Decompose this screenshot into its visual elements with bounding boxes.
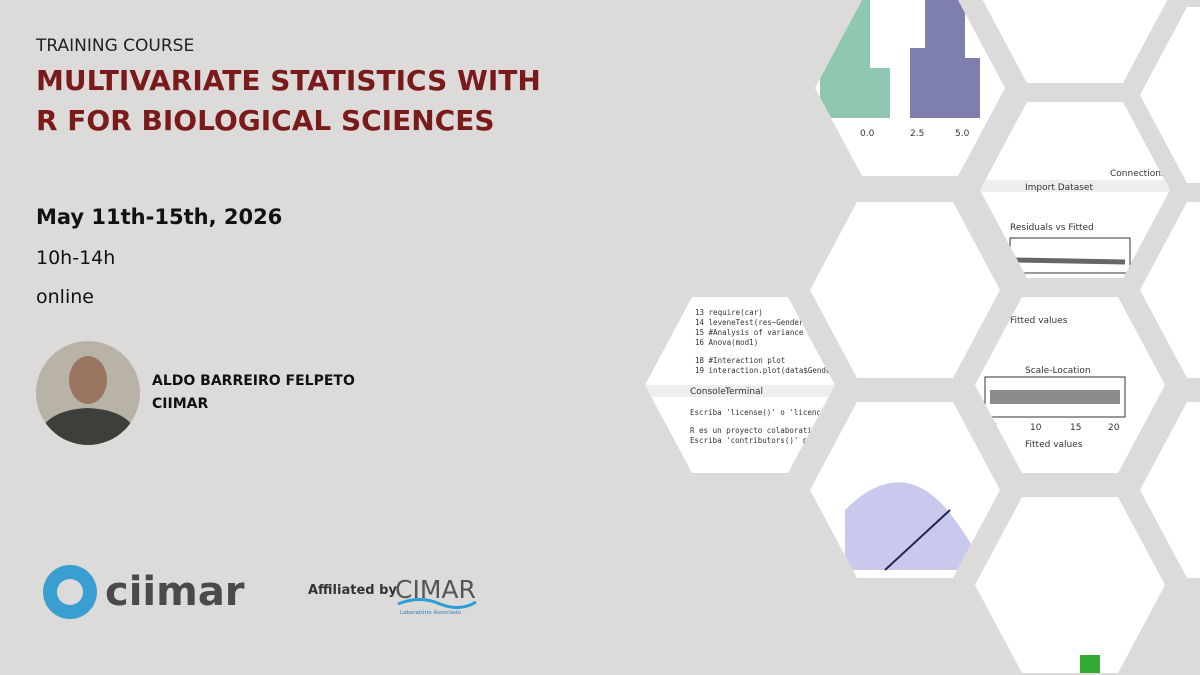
plot-title: Scale-Location — [1025, 366, 1091, 376]
tick: 5.0 — [955, 129, 970, 139]
y-label: Residuals — [988, 227, 998, 270]
tick: 5 — [992, 423, 998, 433]
hex-histogram: 0.0 2.5 5.0 7.5 value — [815, 0, 1009, 176]
kicker: TRAINING COURSE — [35, 36, 194, 56]
hex-partial — [1140, 402, 1200, 578]
code-line: 18 #Interaction plot — [695, 356, 785, 365]
tick: 20 — [1108, 423, 1120, 433]
plot-title: Residuals vs Fitted — [1010, 223, 1094, 233]
hex-residuals: Connections Import Dataset Residuals vs … — [980, 102, 1170, 278]
hex-partial — [980, 0, 1170, 83]
x-label: Fitted values — [1010, 316, 1068, 326]
code-line: 16 Anova(mod1) — [695, 338, 758, 347]
hex-scatter — [810, 402, 1000, 578]
ciimar-logo: ciimar — [43, 565, 245, 619]
tick: 2.5 — [910, 129, 924, 139]
cimar-subtitle: Laboratório Associado — [400, 609, 462, 616]
date: May 11th-15th, 2026 — [36, 205, 282, 229]
cimar-wave — [397, 598, 477, 609]
toolbar: Import Dataset — [1025, 183, 1093, 193]
title-line: MULTIVARIATE STATISTICS WITH — [36, 64, 541, 97]
cimar-logo: CIMAR — [395, 575, 476, 604]
tab: Console — [690, 387, 726, 397]
time: 10h-14h — [36, 247, 115, 269]
code-line: 19 interaction.plot(data$Gender,...hysic… — [695, 366, 961, 375]
hex-script — [810, 202, 1000, 378]
tick: 10 — [1030, 423, 1042, 433]
logo-text: ciimar — [105, 569, 245, 615]
tick: 15 — [1070, 423, 1081, 433]
speaker-affiliation: CIIMAR — [152, 396, 208, 412]
x-label: Fitted values — [1025, 440, 1083, 450]
tick: 0.0 — [860, 129, 875, 139]
title-line: R FOR BIOLOGICAL SCIENCES — [36, 104, 495, 137]
toolbar: Connections — [1110, 169, 1166, 179]
hex-table — [975, 497, 1165, 673]
affiliated-by: Affiliated by — [308, 583, 397, 598]
mode: online — [36, 286, 94, 308]
code-line: 15 #Analysis of variance — [695, 328, 804, 337]
code-line: 14 leveneTest(res~Gender*...l.condition,… — [695, 318, 921, 327]
console-line: Escriba 'contributors()' para ...más inf… — [690, 436, 916, 445]
tab: Terminal — [724, 387, 763, 397]
code-line: 13 require(car) — [695, 308, 763, 317]
speaker-name: ALDO BARREIRO FELPETO — [152, 373, 355, 389]
speaker-photo — [36, 341, 140, 445]
hex-code: 13 require(car) 14 leveneTest(res~Gender… — [645, 297, 961, 473]
console-line: Escriba 'license()' o 'licence()' ...tal… — [690, 408, 961, 417]
hex-scale-location: Fitted values Scale-Location 5 10 15 20 … — [975, 297, 1165, 473]
tick: 7.5 — [995, 129, 1009, 139]
console-line: R es un proyecto colaborativo co...os co… — [690, 426, 929, 435]
